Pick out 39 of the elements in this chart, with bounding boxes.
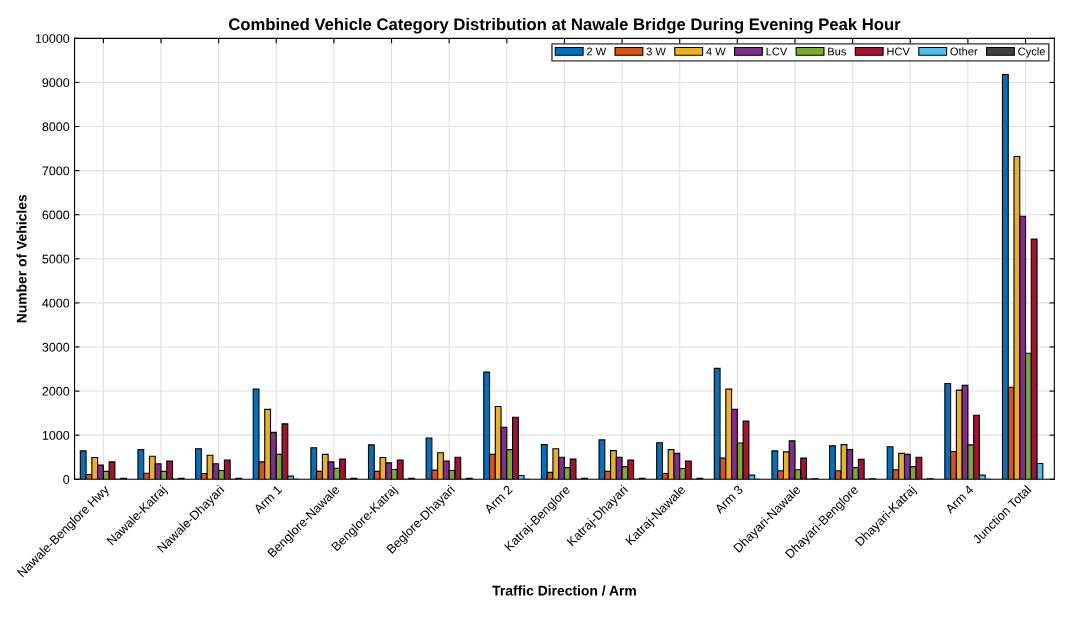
y-tick-label: 6000 [42, 210, 70, 220]
bar [483, 371, 491, 480]
bar [1001, 73, 1009, 480]
y-tick-label: 8000 [42, 122, 70, 132]
bar [137, 449, 145, 480]
y-tick-label: 3000 [42, 342, 70, 352]
bar [598, 439, 606, 480]
x-tick-label: Arm 4 [944, 484, 975, 515]
chart-title: Combined Vehicle Category Distribution at Nawale Bridge During Evening Peak Hour [228, 17, 901, 34]
bar [310, 447, 318, 480]
bar [195, 448, 202, 480]
bar [540, 444, 548, 480]
legend-label: Bus [828, 47, 847, 56]
bar [252, 388, 260, 480]
bar [367, 444, 375, 480]
y-axis-title: Number of Vehicles [16, 194, 27, 323]
y-tick-label: 5000 [42, 254, 70, 264]
bar [944, 382, 952, 480]
legend-label: Cycle [1018, 47, 1045, 58]
y-tick-label: 10000 [35, 34, 70, 43]
bar [886, 446, 894, 480]
legend-label: 2 W [586, 47, 607, 56]
bar [713, 367, 721, 480]
y-tick-label: 7000 [42, 166, 70, 176]
legend-label: 4 W [706, 47, 726, 56]
bar [829, 445, 836, 480]
legend-label: Other [950, 47, 978, 56]
legend-label: 3 W [646, 47, 666, 56]
bar [771, 450, 779, 480]
legend-label: HCV [887, 47, 910, 56]
y-tick-label: 2000 [42, 386, 70, 396]
bar [79, 450, 87, 480]
bar [425, 437, 433, 480]
y-tick-label: 4000 [42, 298, 70, 308]
y-tick-label: 9000 [42, 78, 70, 88]
y-tick-label: 1000 [42, 430, 70, 440]
y-tick-label: 0 [63, 475, 70, 484]
legend-label: LCV [766, 47, 788, 56]
x-axis-title: Traffic Direction / Arm [492, 585, 636, 596]
